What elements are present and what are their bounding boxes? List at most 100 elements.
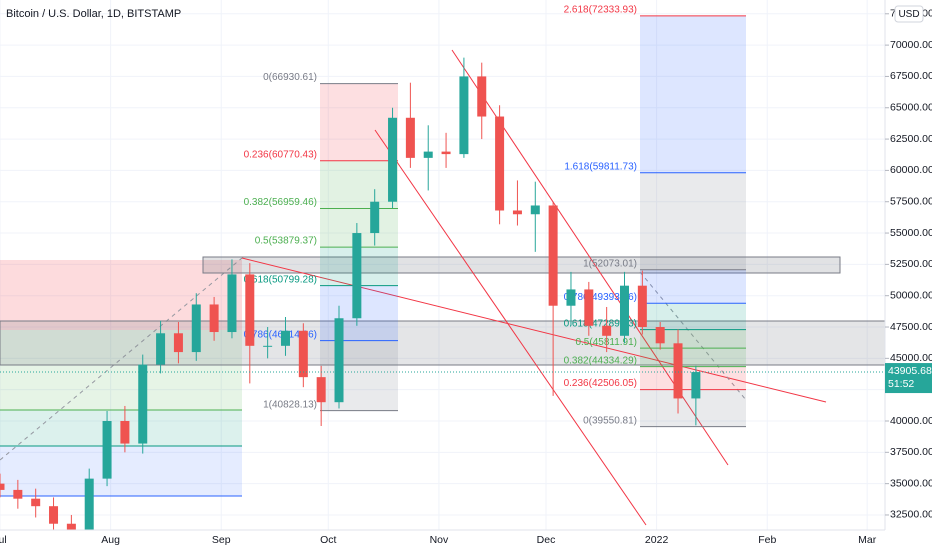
candle-body xyxy=(13,489,23,499)
candle-body xyxy=(602,325,612,336)
candle-body xyxy=(156,333,166,365)
x-tick-label: Oct xyxy=(320,534,336,546)
y-tick-label: 45000.00 xyxy=(890,352,932,364)
x-tick-label: Aug xyxy=(101,534,120,546)
x-tick-label: Dec xyxy=(537,534,556,546)
candle-body xyxy=(102,420,112,479)
candle-body xyxy=(316,377,326,403)
candle-body xyxy=(370,201,380,234)
candle-body xyxy=(352,233,362,319)
fib-label: 0(66930.61) xyxy=(263,72,317,83)
fib-zone xyxy=(640,269,746,304)
fib-label: 1.618(59811.73) xyxy=(564,161,637,172)
candle-body xyxy=(423,151,433,158)
y-tick-label: 62500.00 xyxy=(890,133,932,145)
chart-title: Bitcoin / U.S. Dollar, 1D, BITSTAMP xyxy=(6,8,181,20)
y-tick-label: 55000.00 xyxy=(890,227,932,239)
candle-body xyxy=(441,151,451,155)
price-axis xyxy=(885,0,932,550)
fib-label: 0.786(49393.26) xyxy=(564,292,637,303)
fib-label: 2.618(72333.93) xyxy=(564,5,637,16)
candle-body xyxy=(584,289,594,326)
candle-body xyxy=(530,205,540,215)
y-tick-label: 47500.00 xyxy=(890,321,932,333)
candle-body xyxy=(298,330,308,378)
candle-body xyxy=(405,117,415,158)
y-tick-label: 57500.00 xyxy=(890,196,932,208)
x-tick-label: 2022 xyxy=(645,534,669,546)
fib-zone xyxy=(0,330,242,410)
y-tick-label: 50000.00 xyxy=(890,289,932,301)
y-tick-label: 37500.00 xyxy=(890,446,932,458)
fib-zone xyxy=(320,160,398,209)
y-tick-label: 65000.00 xyxy=(890,102,932,114)
y-tick-label: 32500.00 xyxy=(890,509,932,521)
y-tick-label: 40000.00 xyxy=(890,415,932,427)
candle-body xyxy=(0,483,5,490)
x-tick-label: Mar xyxy=(858,534,877,546)
fib-label: 0(39550.81) xyxy=(583,415,637,426)
fib-zone xyxy=(640,329,746,349)
range-box xyxy=(202,256,841,274)
candle-body xyxy=(334,318,344,403)
fib-zone xyxy=(320,83,398,161)
fib-zone xyxy=(320,340,398,411)
fib-label: 0.236(42506.05) xyxy=(564,378,637,389)
fib-label: 0.382(56959.46) xyxy=(244,197,317,208)
candle-body xyxy=(31,498,41,507)
grid xyxy=(0,0,885,530)
candle-body xyxy=(191,304,201,353)
countdown: 51:52 xyxy=(888,378,914,390)
x-tick-label: Nov xyxy=(430,534,449,546)
candle-body xyxy=(619,285,629,336)
fib-tools: 0(66930.61) 0.236(60770.43) 0.382(56959.46… xyxy=(244,5,746,428)
fib-zone xyxy=(0,446,242,496)
last-price-label: 43905.68 xyxy=(888,365,932,377)
fib-zone xyxy=(640,303,746,330)
candle-body xyxy=(209,304,219,333)
candles xyxy=(0,57,701,550)
candle-body xyxy=(263,345,273,347)
x-tick-label: Feb xyxy=(758,534,776,546)
candle-body xyxy=(566,289,576,306)
currency[interactable]: USD xyxy=(898,9,919,20)
x-tick-label: Jul xyxy=(0,534,7,546)
candle-body xyxy=(655,327,665,344)
fib-zone xyxy=(640,172,746,270)
fib-label: 0.786(46414.06) xyxy=(244,329,317,340)
y-tick-label: 60000.00 xyxy=(890,164,932,176)
candle-body xyxy=(691,372,701,399)
x-tick-label: Sep xyxy=(212,534,231,546)
candle-body xyxy=(495,116,505,211)
trend-line xyxy=(241,257,827,403)
y-tick-label: 52500.00 xyxy=(890,258,932,270)
candle-body xyxy=(673,343,683,399)
fib-zone xyxy=(640,15,746,173)
candle-body xyxy=(227,274,237,333)
candle-body xyxy=(245,274,255,346)
candle-body xyxy=(280,330,290,346)
y-tick-label: 70000.00 xyxy=(890,39,932,51)
last-price-box xyxy=(885,363,932,394)
candle-body xyxy=(120,420,130,444)
fib-label: 0.382(44334.29) xyxy=(564,355,637,366)
candle-body xyxy=(459,76,469,155)
candle-body xyxy=(512,210,522,215)
fib-zone xyxy=(640,348,746,367)
y-tick-label: 67500.00 xyxy=(890,70,932,82)
candle-body xyxy=(477,76,487,117)
trend-line xyxy=(374,129,647,526)
fib-trend xyxy=(639,271,747,401)
currency-badge[interactable] xyxy=(894,5,924,23)
candle-body xyxy=(173,333,183,353)
candle-body xyxy=(84,478,94,537)
fib-label: 0.618(47289.53) xyxy=(564,318,637,329)
fib-label: 0.5(53879.37) xyxy=(255,236,317,247)
fib-label: 1(52073.01) xyxy=(583,258,637,269)
candle-body xyxy=(548,205,558,306)
y-tick-label: 35000.00 xyxy=(890,477,932,489)
fib-label: 0.618(50799.28) xyxy=(244,274,317,285)
range-box xyxy=(0,320,886,366)
drawings xyxy=(0,49,886,526)
